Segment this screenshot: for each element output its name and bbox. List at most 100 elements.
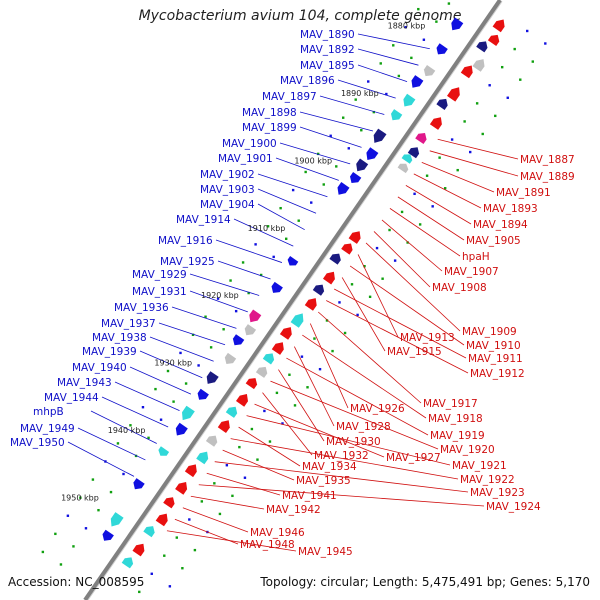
gene-label-right: MAV_1912	[470, 368, 525, 380]
track-tick	[347, 147, 350, 150]
leader-line	[357, 254, 399, 338]
kbp-position-label: 1890 kbp	[341, 89, 379, 98]
track-tick	[266, 225, 270, 228]
track-tick	[293, 404, 297, 407]
track-tick	[392, 44, 395, 47]
track-tick	[316, 152, 320, 156]
track-tick	[181, 567, 184, 570]
gene-label-left: MAV_1901	[218, 153, 273, 165]
track-tick	[275, 391, 279, 395]
leader-line	[278, 369, 325, 442]
gene-label-right: MAV_1917	[423, 398, 478, 410]
track-tick	[422, 38, 426, 41]
gene-arrow-forward	[460, 65, 473, 79]
track-tick	[379, 62, 382, 65]
gene-arrow-forward	[290, 313, 304, 328]
gene-label-right: hpaH	[462, 251, 490, 263]
genome-backbone	[83, 0, 502, 600]
gene-arrow-reverse	[350, 172, 362, 183]
leader-line	[299, 126, 362, 148]
track-tick	[188, 518, 191, 521]
gene-arrow-forward	[436, 98, 448, 110]
track-tick	[222, 328, 225, 331]
gene-label-right: MAV_1941	[282, 490, 337, 502]
track-tick	[393, 259, 397, 262]
track-tick	[463, 120, 466, 123]
leader-line	[149, 336, 214, 362]
gene-arrow-reverse	[206, 371, 219, 384]
leader-line	[349, 265, 465, 346]
leader-line	[238, 426, 301, 467]
leader-line	[333, 288, 467, 359]
gene-arrow-reverse	[197, 388, 209, 400]
gene-arrow-reverse	[232, 334, 245, 346]
track-tick	[526, 29, 529, 33]
track-tick	[325, 319, 329, 322]
gene-label-left: MAV_1937	[101, 318, 156, 330]
gene-arrow-forward	[341, 243, 353, 255]
leader-line	[405, 185, 472, 225]
gene-label-left: MAV_1890	[300, 29, 355, 41]
gene-arrow-forward	[184, 464, 197, 478]
kbp-position-label: 1930 kbp	[154, 359, 192, 368]
track-tick	[331, 349, 334, 353]
gene-label-right: MAV_1935	[296, 475, 351, 487]
track-tick	[447, 2, 451, 5]
gene-label-left: mhpB	[33, 406, 64, 418]
gene-arrow-forward	[196, 451, 209, 465]
leader-line	[437, 138, 519, 160]
track-tick	[66, 514, 70, 517]
gene-label-right: MAV_1894	[473, 219, 528, 231]
track-tick	[247, 291, 250, 295]
track-tick	[481, 132, 484, 136]
leader-line	[182, 507, 249, 533]
leader-line	[257, 188, 317, 214]
track-tick	[243, 476, 247, 479]
kbp-position-label: 1920 kbp	[201, 291, 239, 300]
leader-line	[77, 427, 146, 461]
leader-line	[166, 530, 297, 552]
gene-arrow-forward	[487, 34, 500, 46]
track-tick	[229, 279, 232, 282]
track-tick	[375, 246, 379, 250]
track-tick	[438, 156, 441, 159]
gene-arrow-forward	[262, 353, 275, 365]
gene-label-left: MAV_1897	[262, 91, 317, 103]
track-tick	[172, 400, 175, 403]
track-tick	[159, 418, 163, 421]
gene-arrow-forward	[472, 59, 485, 72]
track-tick	[435, 20, 438, 23]
track-tick	[450, 138, 454, 141]
leader-line	[214, 461, 469, 493]
track-tick	[263, 409, 266, 413]
gene-arrow-forward	[397, 163, 409, 174]
gene-label-left: MAV_1903	[200, 184, 255, 196]
gene-arrow-forward	[205, 435, 218, 447]
track-tick	[354, 98, 357, 101]
gene-arrow-forward	[175, 482, 188, 495]
track-tick	[129, 424, 132, 427]
gene-label-left: MAV_1938	[92, 332, 147, 344]
gene-label-right: MAV_1919	[430, 430, 485, 442]
track-tick	[388, 228, 391, 232]
gene-label-left: MAV_1939	[82, 346, 137, 358]
track-tick	[154, 387, 157, 391]
gene-arrow-forward	[429, 117, 442, 130]
track-tick	[322, 183, 325, 186]
gene-label-right: MAV_1930	[326, 436, 381, 448]
leader-line	[246, 415, 451, 466]
gene-label-right: MAV_1923	[470, 487, 525, 499]
gene-label-left: MAV_1892	[300, 44, 355, 56]
gene-arrow-reverse	[271, 281, 283, 293]
track-tick	[443, 187, 447, 190]
track-tick	[209, 346, 213, 349]
gene-label-left: MAV_1929	[132, 269, 187, 281]
gene-label-right: MAV_1920	[440, 444, 495, 456]
track-tick	[268, 440, 272, 443]
gene-label-right: MAV_1893	[483, 203, 538, 215]
track-tick	[456, 168, 459, 172]
track-tick	[281, 422, 284, 425]
track-tick	[488, 84, 491, 87]
track-tick	[254, 243, 257, 246]
track-tick	[147, 436, 150, 440]
